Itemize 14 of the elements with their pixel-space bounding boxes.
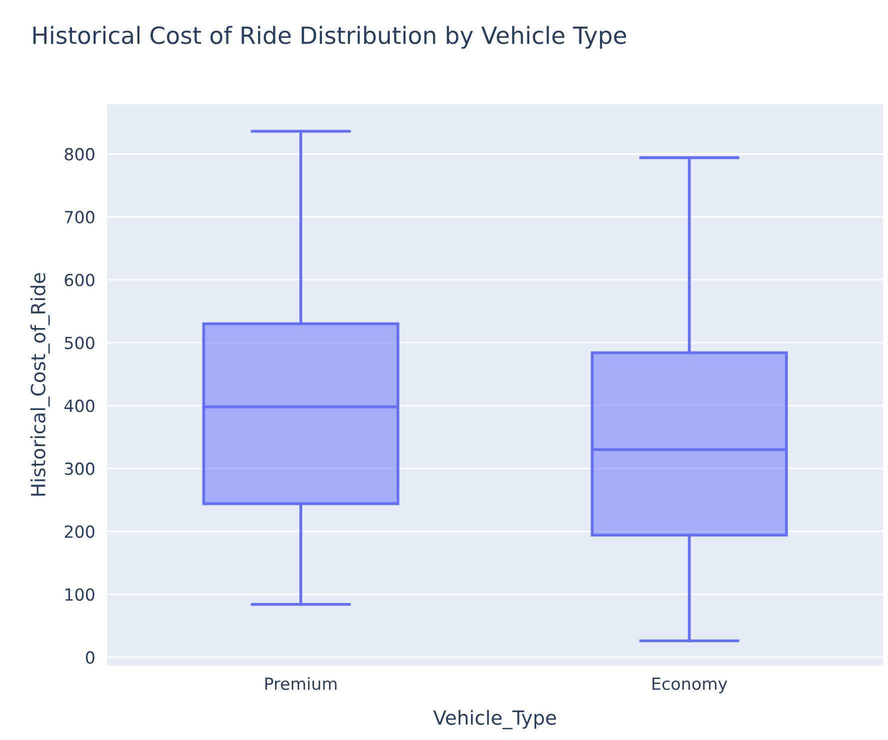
chart-title: Historical Cost of Ride Distribution by Vehicle Type — [33, 26, 626, 49]
x-tick-label: Premium — [265, 677, 336, 690]
y-tick-label: 0 — [86, 651, 94, 664]
y-tick-label: 800 — [64, 148, 94, 160]
x-tick-label: Economy — [652, 678, 728, 694]
x-axis-title: Vehicle_Type — [433, 710, 556, 730]
y-tick-label: 200 — [64, 525, 94, 538]
y-tick-label: 100 — [65, 588, 94, 601]
y-tick-label: 300 — [64, 462, 94, 476]
y-tick-label: 700 — [65, 210, 94, 224]
y-tick-label: 500 — [64, 336, 94, 350]
y-tick-label: 600 — [64, 274, 94, 286]
y-axis-title: Historical_Cost_of_Ride — [30, 273, 50, 496]
y-tick-label: 400 — [64, 400, 94, 412]
